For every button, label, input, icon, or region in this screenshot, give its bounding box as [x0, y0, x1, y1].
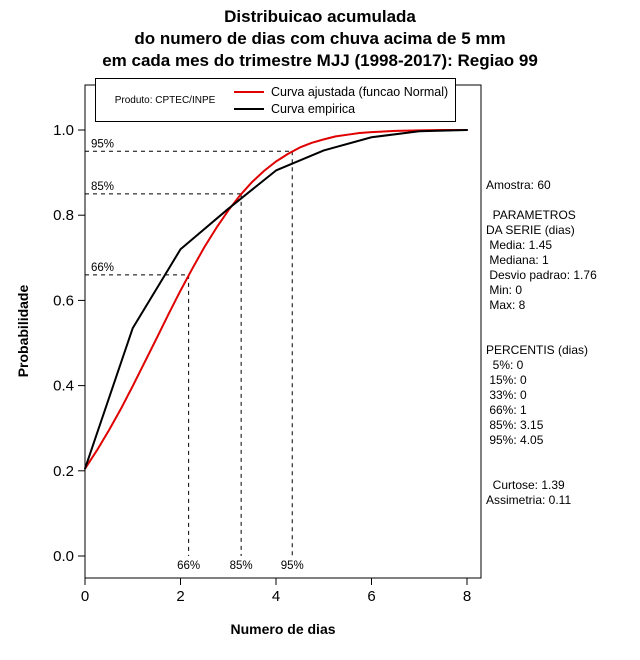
x-tick-label: 4 — [272, 588, 280, 605]
y-tick-label: 0.2 — [53, 463, 74, 480]
chart-title-line-1: Distribuicao acumulada — [224, 7, 416, 26]
stats-line: Desvio padrao: 1.76 — [486, 268, 597, 282]
stats-line: 95%: 4.05 — [486, 433, 544, 447]
stats-line: Amostra: 60 — [486, 178, 551, 192]
stats-line: PARAMETROS — [486, 208, 576, 222]
stats-line: 85%: 3.15 — [486, 418, 544, 432]
percentile-label-left: 95% — [91, 138, 114, 150]
legend-entry: Curva empirica — [234, 102, 448, 116]
y-tick-label: 0.8 — [53, 207, 74, 224]
stats-line: Assimetria: 0.11 — [486, 493, 572, 507]
chart-title-line-2: do numero de dias com chuva acima de 5 m… — [134, 29, 506, 48]
legend-entry-label: Curva empirica — [271, 101, 356, 116]
chart-title: Distribuicao acumulada do numero de dias… — [0, 6, 640, 72]
y-tick-label: 1.0 — [53, 122, 74, 139]
chart-title-line-3: em cada mes do trimestre MJJ (1998-2017)… — [102, 51, 538, 70]
legend-line-swatch — [234, 90, 264, 93]
x-tick-label: 8 — [463, 588, 471, 605]
stats-line: Min: 0 — [486, 283, 523, 297]
percentile-label-bottom: 85% — [230, 560, 253, 572]
y-tick-label: 0.0 — [53, 548, 74, 565]
stats-line: 33%: 0 — [486, 388, 527, 402]
stats-line: Mediana: 1 — [486, 253, 549, 267]
fitted-curve — [84, 129, 468, 470]
legend-entries: Curva ajustada (funcao Normal) Curva empi… — [234, 85, 448, 116]
stats-line — [486, 193, 597, 208]
stats-panel: Amostra: 60 PARAMETROS DA SERIE (dias) Me… — [486, 178, 597, 508]
stats-line: Media: 1.45 — [486, 238, 553, 252]
percentile-label-bottom: 95% — [281, 560, 304, 572]
empirical-curve — [84, 129, 468, 470]
x-tick-label: 0 — [81, 588, 89, 605]
stats-line — [486, 328, 597, 343]
legend-entry: Curva ajustada (funcao Normal) — [234, 85, 448, 99]
stats-line: PERCENTIS (dias) — [486, 343, 589, 357]
stats-line: 15%: 0 — [486, 373, 527, 387]
y-tick-label: 0.6 — [53, 292, 74, 309]
percentile-label-left: 85% — [91, 181, 114, 193]
y-axis-title: Probabilidade — [15, 284, 31, 378]
product-label: Produto: CPTEC/INPE — [114, 94, 216, 106]
stats-line — [486, 463, 597, 478]
stats-line: 66%: 1 — [486, 403, 527, 417]
y-tick-label: 0.4 — [53, 378, 74, 395]
plot-box — [84, 84, 482, 579]
stats-line: Curtose: 1.39 — [486, 478, 565, 492]
stats-line — [486, 448, 597, 463]
stats-line: 5%: 0 — [486, 358, 524, 372]
legend-box: Produto: CPTEC/INPE Curva ajustada (func… — [95, 78, 456, 122]
x-tick-label: 2 — [176, 588, 184, 605]
percentile-label-left: 66% — [91, 262, 114, 274]
percentile-label-bottom: 66% — [177, 560, 200, 572]
legend-line-swatch — [234, 107, 264, 110]
x-tick-label: 6 — [367, 588, 375, 605]
stats-line — [486, 313, 597, 328]
legend-entry-label: Curva ajustada (funcao Normal) — [271, 84, 449, 99]
x-axis-title: Numero de dias — [230, 621, 336, 637]
stats-line: Max: 8 — [486, 298, 526, 312]
stats-line: DA SERIE (dias) — [486, 223, 575, 237]
